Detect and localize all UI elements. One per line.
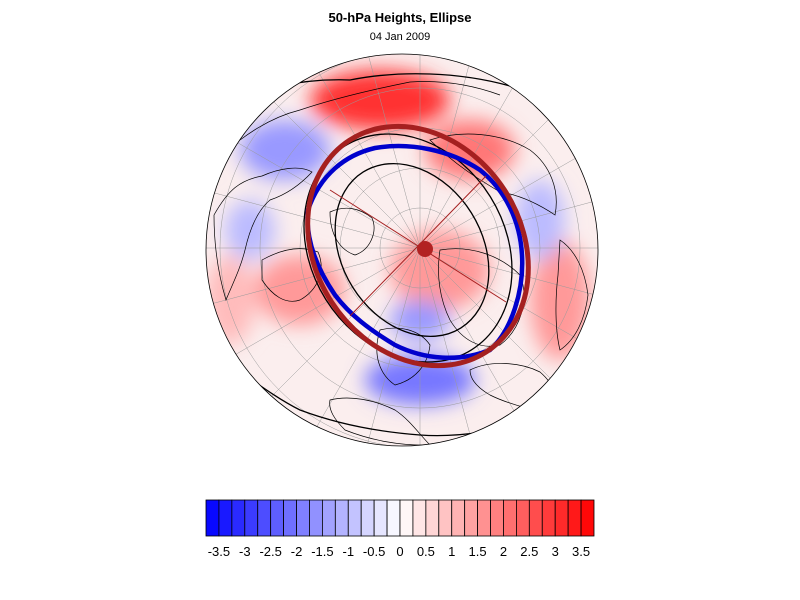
anomaly-field [206, 70, 590, 405]
positive-anomaly-patch [530, 240, 590, 360]
colorbar-tick-label: -3 [239, 544, 251, 559]
colorbar-bin [270, 499, 284, 537]
polar-vortex-edge-contour [305, 143, 525, 361]
meridian-line [419, 54, 488, 249]
colorbar-bin [347, 499, 362, 537]
colorbar-bin [541, 499, 556, 537]
colorbar-bin [412, 499, 427, 537]
colorbar-tick-label: -2.5 [259, 544, 282, 559]
colorbar-bin [373, 499, 388, 537]
colorbar-tick-label: 1 [448, 544, 456, 559]
colorbar-bin [451, 499, 466, 537]
meridian-line [419, 247, 598, 316]
positive-anomaly-patch [390, 230, 490, 310]
colorbar-bin [490, 499, 504, 537]
meridian-line [352, 247, 421, 446]
colorbar-tick-label: 3 [551, 544, 559, 559]
colorbar-bin [257, 499, 272, 537]
coastlines [213, 81, 589, 446]
ellipse-center-marker [417, 241, 433, 257]
colorbar-bin [321, 499, 336, 537]
meridian-line [419, 247, 488, 446]
map-border [205, 53, 599, 447]
meridian-line [419, 117, 598, 249]
colorbar-tick-label: 1.5 [468, 544, 487, 559]
negative-anomaly-patch [225, 200, 275, 260]
colorbar-bin [464, 499, 478, 537]
colorbar-tick-label: -0.5 [362, 544, 386, 559]
meridian-line [419, 180, 598, 249]
colorbar-tick-label: 2 [499, 544, 508, 559]
polar-map [205, 53, 599, 447]
map-date: 04 Jan 2009 [369, 31, 431, 43]
map-title: 50-hPa Heights, Ellipse [328, 10, 472, 25]
positive-anomaly-patch [310, 70, 450, 130]
colorbar-bin [567, 499, 582, 537]
colorbar-tick-label: 2.5 [520, 544, 539, 559]
colorbar-bin [309, 499, 323, 537]
colorbar-tick-label: -1.5 [311, 544, 334, 559]
colorbar-bin [283, 499, 297, 537]
colorbar-bin [477, 499, 491, 537]
colorbar-bin [516, 499, 530, 537]
colorbar-bin [218, 499, 233, 537]
colorbar-tick-label: 3.5 [572, 544, 591, 559]
colorbar-bin [425, 499, 440, 537]
colorbar-tick-label: -1 [342, 544, 355, 559]
colorbar-tick-label: -3.5 [207, 544, 231, 559]
colorbar-bin [386, 499, 401, 537]
meridian-line [352, 54, 421, 249]
colorbar-tick-label: 0.5 [416, 544, 435, 559]
meridian-line [419, 247, 598, 379]
colorbar-tick-label: 0 [396, 544, 404, 559]
colorbar-bin [528, 499, 543, 537]
negative-anomaly-patch [240, 120, 330, 180]
colorbar-bin [360, 499, 375, 537]
colorbar-bin [296, 499, 310, 537]
colorbar-bin [399, 499, 414, 537]
colorbar-bin [580, 499, 595, 537]
colorbar-bin [334, 499, 349, 537]
colorbar-bin [503, 499, 517, 537]
colorbar-bin [205, 499, 220, 537]
colorbar-bin [554, 499, 569, 537]
colorbar-bin [438, 499, 453, 537]
colorbar-tick-label: -2 [290, 544, 303, 559]
colorbar-bin [231, 499, 246, 537]
colorbar-bin [244, 499, 259, 537]
